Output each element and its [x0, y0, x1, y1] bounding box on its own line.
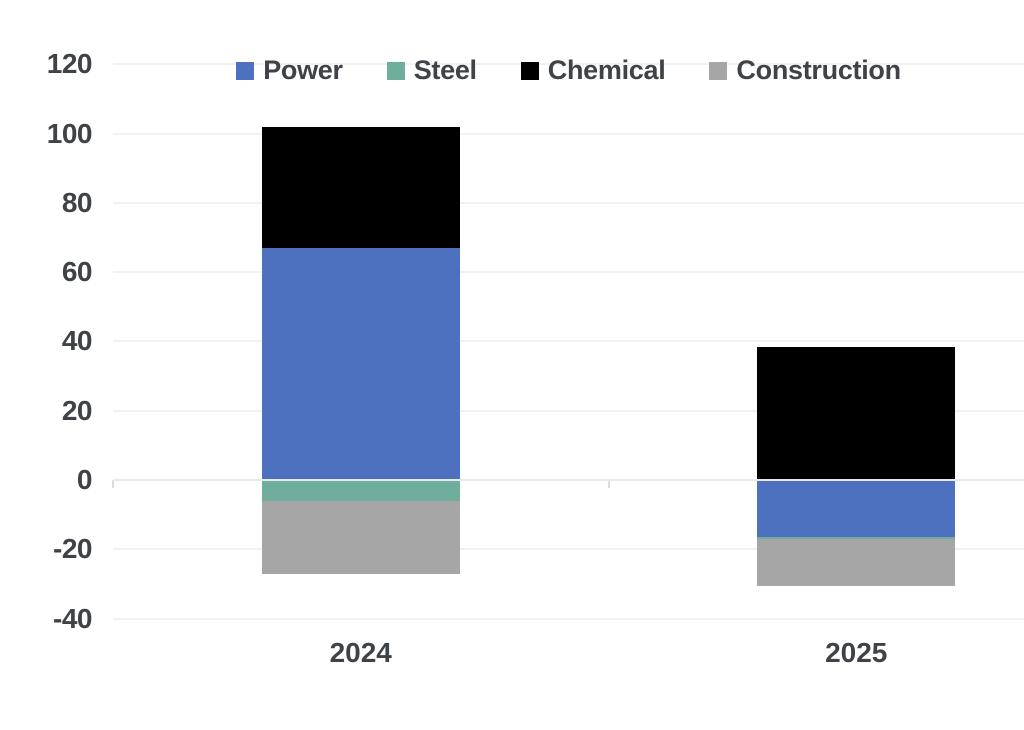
legend-item-construction: Construction [709, 55, 901, 85]
legend-label: Chemical [547, 55, 666, 85]
gridline [113, 617, 1024, 620]
gridline [113, 63, 1024, 66]
legend-swatch-icon [520, 61, 539, 80]
gridline [113, 201, 1024, 204]
y-axis-tick-label: 100 [46, 117, 93, 149]
legend-label: Construction [736, 55, 901, 85]
y-axis-tick-label: 120 [46, 48, 93, 80]
y-axis-tick-label: 0 [76, 464, 93, 495]
gridline [113, 409, 1024, 412]
bar-segment-2025-steel [757, 537, 956, 539]
x-axis-category-label: 2024 [329, 637, 392, 668]
y-axis-tick-label: 40 [61, 325, 93, 357]
legend-label: Power [263, 55, 343, 85]
x-axis-tick [112, 480, 114, 488]
legend-item-steel: Steel [386, 55, 477, 85]
y-axis-tick-label: 20 [61, 394, 93, 426]
gridline [113, 271, 1024, 274]
y-axis-tick-label: 60 [61, 256, 93, 288]
bar-segment-2024-steel [261, 480, 460, 501]
zero-gridline [113, 479, 1024, 481]
gridline [113, 132, 1024, 135]
bar-segment-2024-power [261, 247, 460, 480]
bar-segment-2025-chemical [757, 346, 956, 480]
legend-swatch-icon [386, 61, 405, 80]
legend-label: Steel [413, 55, 477, 85]
x-axis-tick [607, 480, 610, 488]
bar-segment-2025-construction [757, 538, 956, 586]
legend-item-chemical: Chemical [520, 55, 666, 85]
gridline [113, 340, 1024, 343]
legend: Power Steel Chemical Construction [113, 57, 1024, 84]
y-axis-tick-label: -40 [53, 602, 92, 634]
bar-segment-2024-construction [261, 500, 460, 574]
y-axis-tick-label: 80 [61, 186, 93, 218]
y-axis-tick-label: -20 [53, 533, 92, 565]
legend-swatch-icon [236, 61, 255, 80]
legend-item-power: Power [236, 57, 343, 84]
x-axis-category-label: 2025 [825, 637, 888, 668]
bar-segment-2025-power [757, 480, 956, 538]
gridline [113, 548, 1024, 551]
bar-segment-2024-chemical [261, 126, 460, 248]
legend-swatch-icon [709, 61, 728, 80]
